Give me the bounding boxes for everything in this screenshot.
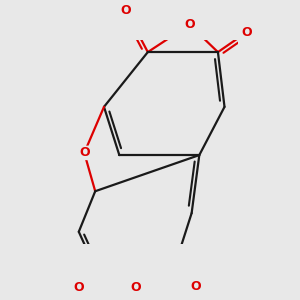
Text: O: O xyxy=(79,146,90,159)
Text: O: O xyxy=(184,18,195,31)
Text: O: O xyxy=(130,281,141,294)
Text: O: O xyxy=(74,281,84,294)
Text: O: O xyxy=(121,4,131,17)
Text: O: O xyxy=(241,26,252,39)
Text: O: O xyxy=(191,280,201,293)
